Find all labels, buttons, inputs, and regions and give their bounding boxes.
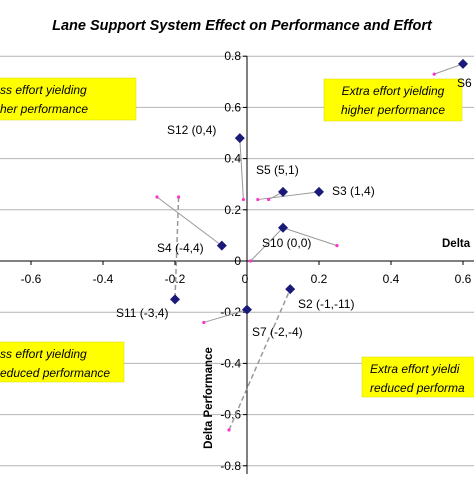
x-tick-label: 0.4 [383, 272, 400, 286]
connector-line [228, 288, 291, 431]
annotation-box-bl [0, 341, 125, 383]
axis-layer: -0.8-0.6-0.4-0.200.20.40.60.8-0.6-0.4-0.… [0, 49, 474, 474]
data-point-marker [170, 294, 180, 305]
annotation-text: Extra effort yieldi [370, 362, 460, 376]
reference-point [432, 72, 436, 76]
annotation-box-tr [323, 78, 463, 122]
data-point-label: S11 (-3,4) [116, 306, 168, 320]
x-axis-title: Delta [442, 238, 471, 250]
reference-point [227, 428, 231, 432]
annotation-text: higher performance [341, 103, 445, 117]
reference-point [155, 195, 159, 199]
y-tick-label: 0.4 [224, 152, 241, 166]
data-point-label: S10 (0,0) [262, 236, 311, 250]
connector-line [174, 196, 180, 300]
data-point-marker [234, 133, 245, 144]
y-tick-label: -0.8 [220, 459, 241, 473]
connector-line [250, 227, 284, 262]
reference-point [177, 195, 181, 199]
chart-title: Lane Support System Effect on Performanc… [52, 18, 433, 34]
marker-layer [155, 58, 468, 432]
connector-line [257, 191, 320, 201]
data-point-marker [278, 186, 288, 197]
y-tick-label: 0.2 [224, 203, 241, 217]
annotation-text: ss effort yielding [0, 83, 87, 97]
annotation-text: ss effort yielding [0, 347, 87, 361]
reference-point [335, 244, 339, 248]
data-point-label: S12 (0,4) [167, 123, 216, 137]
connector-line [434, 63, 464, 75]
x-tick-label: 0.2 [311, 272, 328, 286]
data-point-marker [314, 186, 324, 197]
y-tick-label: -0.4 [220, 356, 241, 370]
connector-line [282, 227, 338, 247]
data-point-marker [216, 240, 227, 251]
x-tick-label: -0.4 [93, 272, 114, 286]
x-tick-label: 0.6 [455, 272, 472, 286]
connector-line [239, 138, 244, 200]
data-point-marker [458, 58, 468, 69]
y-tick-label: -0.6 [220, 408, 241, 422]
reference-point [202, 320, 206, 325]
annotation-layer: ss effort yielding her performance Extra e… [0, 77, 474, 398]
annotation-box-tl [0, 77, 137, 121]
reference-point [249, 259, 253, 263]
reference-point [267, 197, 271, 202]
x-tick-label: -0.6 [21, 272, 42, 286]
data-point-marker [242, 304, 252, 315]
label-layer: S6 S12 (0,4) S5 (5,1) S3 (1,4) S10 (0,0) S4 (… [116, 76, 472, 339]
annotation-text: reduced performa [370, 381, 465, 395]
data-point-label: S5 (5,1) [256, 163, 299, 177]
data-point-label: S4 (-4,4) [157, 241, 204, 255]
annotation-text: her performance [0, 102, 88, 116]
connector-line [203, 309, 248, 323]
reference-point [256, 197, 260, 202]
data-point-marker [278, 222, 288, 233]
data-point-marker [285, 284, 296, 295]
connector-line [156, 196, 223, 247]
data-point-label: S7 (-2,-4) [252, 325, 303, 339]
annotation-box-br [361, 356, 474, 398]
y-axis-title: Delta Performance [203, 347, 215, 449]
annotation-text: educed performance [0, 366, 110, 380]
reference-point [241, 197, 245, 202]
data-point-label: S6 [457, 76, 472, 90]
annotation-text: Extra effort yielding [342, 84, 445, 98]
y-tick-label: 0.6 [224, 100, 241, 114]
x-tick-label: 0 [242, 272, 249, 286]
data-point-label: S2 (-1,-11) [298, 297, 354, 311]
data-point-label: S3 (1,4) [332, 184, 375, 198]
y-tick-label: 0.8 [224, 49, 241, 63]
